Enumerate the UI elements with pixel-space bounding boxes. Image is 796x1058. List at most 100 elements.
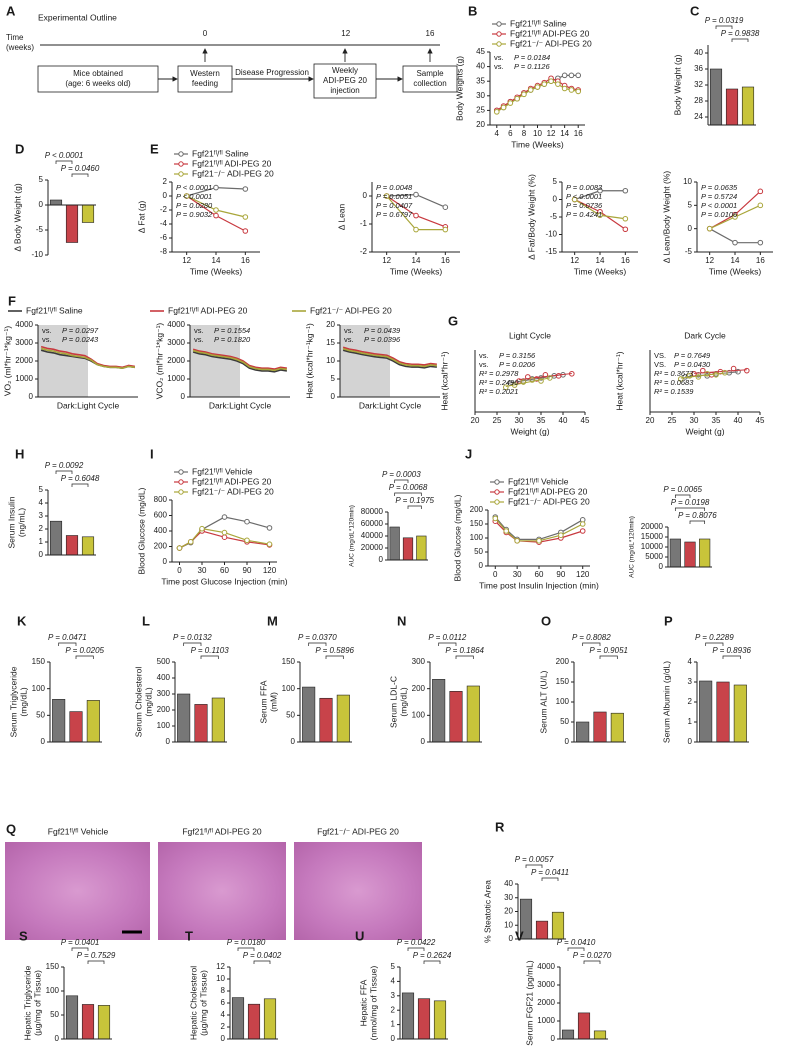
box	[313, 63, 377, 99]
point	[492, 515, 499, 522]
bracket	[438, 642, 457, 646]
x-tick-label: 25	[668, 416, 677, 425]
p-value: P < 0.0001	[176, 183, 212, 192]
point	[413, 212, 419, 219]
p-value: P = 0.0206	[499, 360, 536, 369]
point	[493, 109, 500, 115]
bar	[69, 711, 83, 743]
legend-marker	[496, 21, 502, 27]
y-tick-label: 50	[50, 1010, 59, 1019]
y-tick-label: 150	[470, 519, 484, 528]
y-axis-label: (mg/dL)	[18, 687, 28, 716]
x-tick-label: 120	[263, 566, 277, 575]
point	[442, 226, 449, 233]
y-tick-label: 60000	[361, 519, 384, 528]
bar	[593, 711, 607, 743]
point	[678, 376, 684, 382]
y-tick-label: 3	[391, 991, 396, 1000]
p-value: P = 0.5724	[701, 192, 737, 201]
p-value: P = 0.6797	[376, 210, 413, 219]
y-tick-label: 1	[39, 537, 44, 546]
p-value: R² = 0.3673	[654, 369, 694, 378]
y-axis-label: Body Weights (g)	[454, 56, 464, 121]
outline-title: Experimental Outline	[38, 12, 117, 22]
point	[525, 374, 531, 380]
p-value: P = 0.1126	[514, 62, 550, 71]
y-tick-label: 400	[154, 526, 168, 535]
p-value: P = 0.0180	[227, 938, 266, 947]
p-value: P = 0.0132	[173, 633, 212, 642]
chart-title: Light Cycle	[509, 330, 551, 340]
x-tick-label: 20	[646, 416, 655, 425]
point	[503, 528, 510, 534]
point	[266, 541, 273, 547]
y-tick-label: 100	[157, 721, 171, 730]
bar	[741, 86, 755, 126]
bracket	[731, 38, 749, 42]
box-text: (age: 6 weeks old)	[65, 79, 131, 88]
p-value: P = 0.1975	[395, 496, 434, 505]
point	[757, 188, 764, 195]
bracket	[582, 642, 601, 646]
y-tick-label: 0	[181, 392, 186, 401]
bar	[52, 699, 66, 743]
point	[569, 370, 575, 377]
legend-marker	[178, 489, 184, 495]
point	[547, 375, 553, 381]
y-axis-label: AUC (mg/dL*120min)	[629, 516, 636, 578]
y-tick-label: 800	[154, 495, 168, 504]
point	[561, 72, 568, 79]
p-value: P = 0.0083	[566, 183, 603, 192]
point	[597, 212, 603, 219]
y-axis-label: (nmol/mg of Tissue)	[368, 966, 378, 1041]
y-tick-label: 32	[694, 80, 703, 89]
p-value: P = 0.0198	[671, 498, 710, 507]
y-tick-label: 0	[291, 737, 296, 746]
chart: U 0 1 2 3 4 5 Hepatic FFA (nmol/mg of Tissue) P =…	[355, 928, 452, 1043]
y-tick-label: 4	[221, 1010, 226, 1019]
y-axis-label: Heat (kcal*hr⁻¹)	[439, 351, 449, 410]
point	[514, 95, 520, 102]
x-tick-label: 40	[559, 416, 568, 425]
bar	[449, 691, 463, 743]
legend-label: Fgf21ᶠˡ/ᶠˡ ADI-PEG 20	[510, 28, 590, 38]
p-value: P = 0.0092	[45, 461, 84, 470]
outline: A Experimental Outline Time (weeks) Mice…	[6, 3, 458, 99]
p-value: P = 0.1820	[214, 335, 251, 344]
y-axis-label: Serum Triglyceride	[8, 666, 18, 737]
y-tick-label: 4	[391, 977, 396, 986]
point	[706, 225, 713, 232]
point	[503, 384, 509, 391]
p-value: P = 0.0184	[514, 53, 550, 62]
y-tick-label: 20000	[641, 522, 664, 531]
p-value: P = 0.9838	[721, 29, 760, 38]
y-tick-label: -6	[160, 233, 168, 242]
y-tick-label: 100	[32, 684, 46, 693]
y-tick-label: 500	[157, 657, 171, 666]
y-tick-label: 50	[286, 710, 295, 719]
x-tick-label: 16	[441, 256, 450, 265]
panel-letter: O	[541, 613, 551, 628]
x-tick-label: 30	[690, 416, 699, 425]
panel-letter: F	[8, 293, 16, 308]
time-label: (weeks)	[6, 43, 34, 52]
bar	[263, 998, 277, 1040]
p-value: P = 0.0410	[557, 938, 596, 947]
point	[735, 368, 741, 375]
y-axis-label: Δ Fat/Body Weight (%)	[526, 174, 536, 260]
legend-label: Fgf21ᶠˡ/ᶠˡ Saline	[26, 305, 83, 315]
bar	[211, 697, 225, 743]
bar	[417, 998, 431, 1040]
bracket	[423, 960, 441, 964]
y-axis-label: Serum Albumin (g/dL)	[661, 661, 671, 743]
box	[37, 65, 159, 93]
x-axis-label: Time (Weeks)	[511, 139, 564, 149]
bar	[81, 536, 95, 556]
histology-image	[5, 842, 150, 940]
y-tick-label: 2	[39, 524, 44, 533]
annotation: VS.	[654, 360, 666, 369]
y-tick-label: 150	[282, 657, 296, 666]
point	[622, 226, 629, 233]
